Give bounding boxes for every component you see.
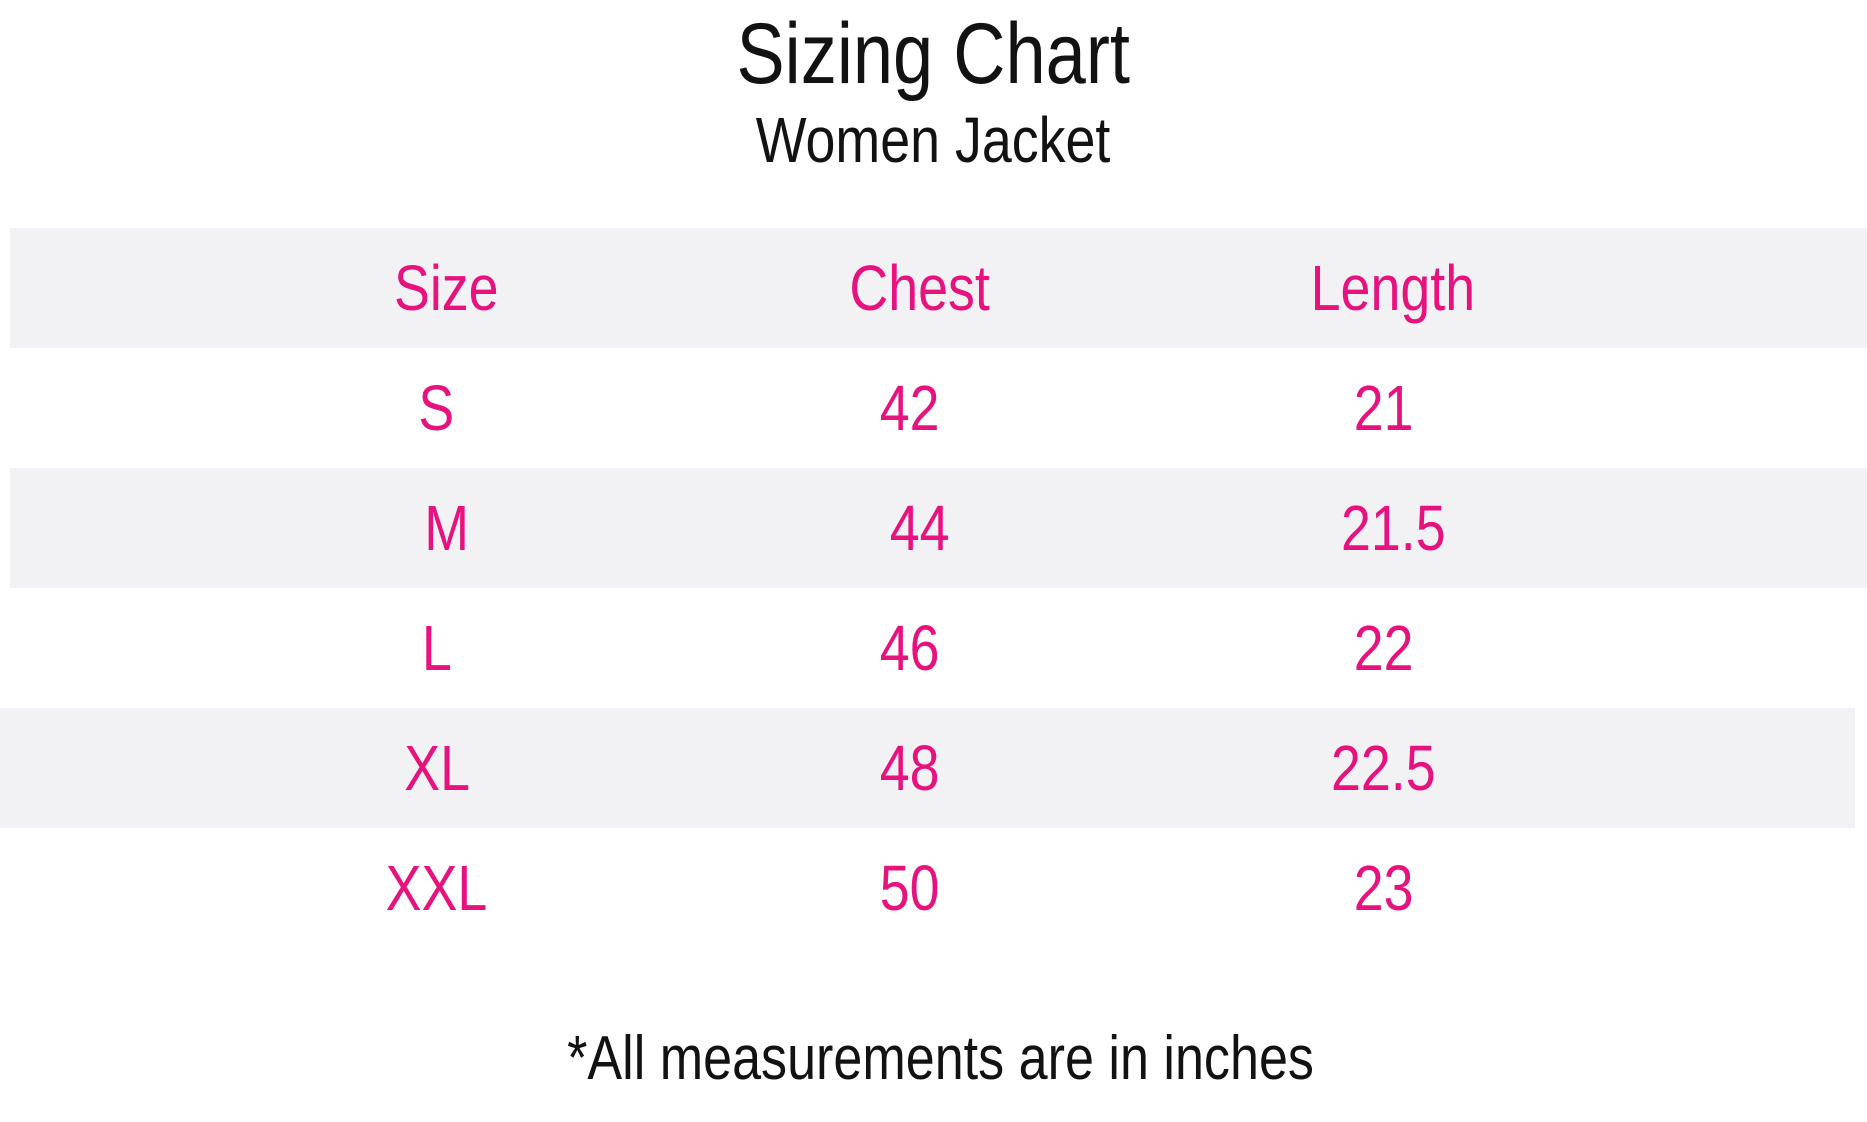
table-row-l: L 46 22 bbox=[0, 588, 1867, 708]
page-title-text: Sizing Chart bbox=[736, 6, 1131, 102]
length-cell: 23 bbox=[1353, 852, 1414, 924]
page-subtitle: Women Jacket bbox=[0, 102, 1867, 178]
chest-cell: 44 bbox=[890, 492, 950, 564]
table-row-s: S 42 21 bbox=[0, 348, 1867, 468]
table-row-m: M 44 21.5 bbox=[10, 468, 1867, 588]
sizing-table: Size Chest Length S 42 21 M 44 21.5 L 46… bbox=[0, 228, 1867, 948]
chest-cell: 50 bbox=[880, 852, 940, 924]
length-cell: 21.5 bbox=[1341, 492, 1446, 564]
length-cell: 21 bbox=[1353, 372, 1414, 444]
size-cell: M bbox=[424, 492, 470, 564]
table-row-xl: XL 48 22.5 bbox=[0, 708, 1855, 828]
table-row-xxl: XXL 50 23 bbox=[0, 828, 1867, 948]
page-title: Sizing Chart bbox=[0, 2, 1867, 106]
page-subtitle-text: Women Jacket bbox=[756, 104, 1111, 176]
size-cell: XL bbox=[403, 732, 470, 804]
length-cell: 22 bbox=[1353, 612, 1414, 684]
measurements-footnote-text: *All measurements are in inches bbox=[567, 1024, 1314, 1093]
size-cell: XXL bbox=[385, 852, 488, 924]
chest-cell: 46 bbox=[880, 612, 940, 684]
size-cell: S bbox=[418, 372, 455, 444]
column-header-size: Size bbox=[394, 252, 499, 324]
chest-cell: 42 bbox=[880, 372, 940, 444]
chest-cell: 48 bbox=[880, 732, 940, 804]
size-cell: L bbox=[421, 612, 452, 684]
column-header-chest: Chest bbox=[849, 252, 991, 324]
length-cell: 22.5 bbox=[1331, 732, 1436, 804]
measurements-footnote: *All measurements are in inches bbox=[0, 1014, 1867, 1104]
column-header-length: Length bbox=[1311, 252, 1476, 324]
table-header-row: Size Chest Length bbox=[10, 228, 1867, 348]
